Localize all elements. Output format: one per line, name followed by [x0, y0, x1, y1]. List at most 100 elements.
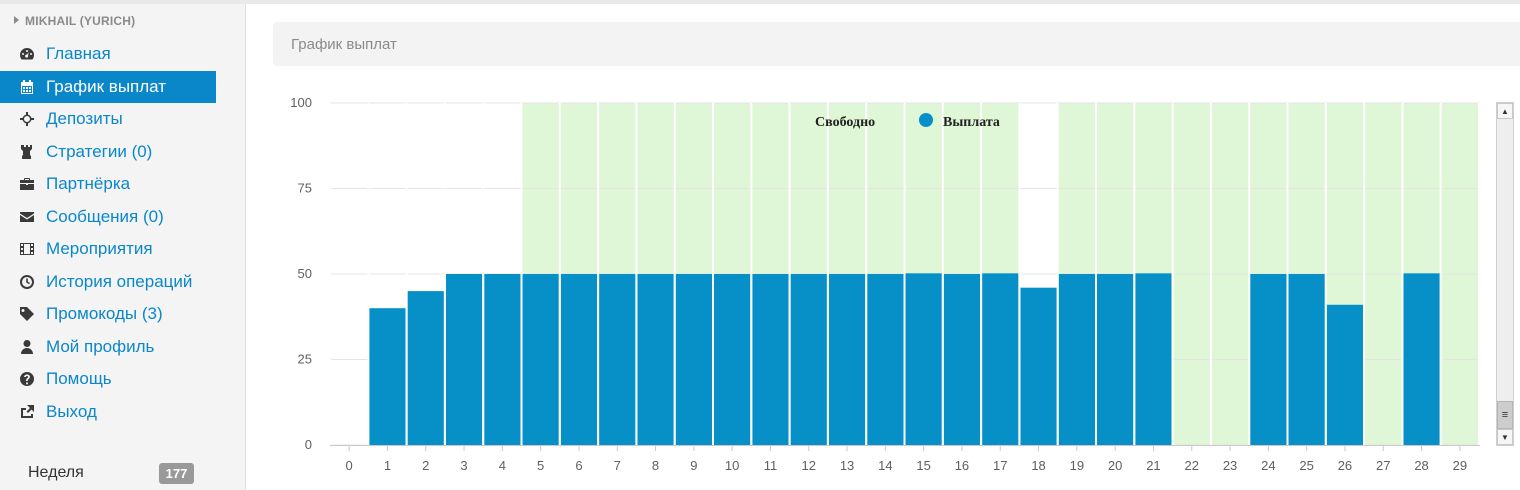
x-tick-label: 26: [1338, 458, 1352, 473]
sidebar-item-label: Главная: [46, 44, 111, 64]
payout-bar: [1288, 274, 1325, 445]
sidebar-item-5[interactable]: Сообщения (0): [0, 201, 216, 234]
user-name: MIKHAIL (YURICH): [25, 14, 136, 28]
payout-bar: [828, 274, 866, 445]
x-tick-label: 5: [537, 458, 544, 473]
payout-bar: [599, 274, 636, 445]
x-tick-label: 3: [460, 458, 467, 473]
sidebar-item-6[interactable]: Мероприятия: [0, 233, 216, 266]
sidebar-item-10[interactable]: Помощь: [0, 363, 216, 396]
payout-bar: [1326, 304, 1364, 445]
x-tick-label: 16: [955, 458, 969, 473]
crosshairs-icon: [18, 110, 36, 128]
payout-bar: [522, 274, 559, 445]
user-icon: [18, 338, 36, 356]
payout-bar: [867, 274, 904, 445]
sidebar-item-label: Мой профиль: [46, 336, 155, 356]
x-tick-label: 6: [575, 458, 582, 473]
scroll-down-button[interactable]: ▼: [1497, 429, 1513, 445]
envelope-icon: [18, 208, 36, 226]
payout-bar: [407, 291, 444, 445]
payout-bar: [675, 274, 712, 445]
x-tick-label: 8: [652, 458, 659, 473]
x-tick-label: 24: [1261, 458, 1275, 473]
payout-bar: [905, 273, 942, 445]
payout-bar: [484, 274, 521, 445]
tag-icon: [18, 305, 36, 323]
sidebar-item-label: Выход: [46, 401, 97, 421]
sidebar-menu: Главная График выплат Депозиты Стратегии (0…: [0, 38, 246, 428]
payout-bar: [1403, 273, 1440, 445]
film-icon: [18, 240, 36, 258]
payout-bar: [1058, 274, 1095, 445]
x-tick-label: 0: [346, 458, 353, 473]
legend-item-payout: Выплата: [943, 115, 1000, 130]
x-tick-label: 17: [993, 458, 1007, 473]
payout-bar: [790, 274, 827, 445]
y-tick-label: 75: [298, 181, 312, 196]
briefcase-icon: [18, 175, 36, 193]
x-tick-label: 27: [1376, 458, 1390, 473]
sidebar-item-9[interactable]: Мой профиль: [0, 331, 216, 364]
x-tick-label: 4: [499, 458, 506, 473]
x-tick-label: 20: [1108, 458, 1122, 473]
legend-item-free: Свободно: [815, 115, 875, 130]
x-tick-label: 11: [764, 458, 778, 473]
clock-icon: [18, 273, 36, 291]
payout-bar: [637, 274, 674, 445]
x-tick-label: 14: [878, 458, 892, 473]
sidebar-item-1[interactable]: График выплат: [0, 70, 216, 103]
question-circle-icon: [18, 370, 36, 388]
sidebar-item-label: Помощь: [46, 369, 112, 389]
payout-bar: [1020, 287, 1057, 445]
sidebar-item-11[interactable]: Выход: [0, 396, 216, 429]
x-tick-label: 28: [1414, 458, 1428, 473]
sidebar-item-0[interactable]: Главная: [0, 38, 216, 71]
scroll-up-button[interactable]: ▲: [1497, 103, 1513, 119]
week-label: Неделя: [28, 464, 84, 481]
share-square-icon: [18, 403, 36, 421]
x-tick-label: 19: [1070, 458, 1084, 473]
sidebar: MIKHAIL (YURICH) Главная График выплат Деп…: [0, 4, 246, 490]
sidebar-item-3[interactable]: Стратегии (0): [0, 136, 216, 169]
x-tick-label: 9: [690, 458, 697, 473]
sidebar-item-label: Промокоды (3): [46, 304, 163, 324]
x-tick-label: 22: [1185, 458, 1199, 473]
sidebar-item-label: Стратегии (0): [46, 141, 153, 161]
payout-bar: [369, 308, 406, 445]
legend-marker-payout: [919, 113, 933, 127]
sidebar-item-8[interactable]: Промокоды (3): [0, 298, 216, 331]
user-menu[interactable]: MIKHAIL (YURICH): [14, 14, 135, 28]
sidebar-item-label: График выплат: [46, 76, 167, 96]
sidebar-item-label: Депозиты: [46, 109, 123, 129]
x-tick-label: 21: [1146, 458, 1160, 473]
scroll-thumb[interactable]: ≡: [1497, 401, 1513, 429]
sidebar-item-7[interactable]: История операций: [0, 266, 216, 299]
x-tick-label: 7: [614, 458, 621, 473]
payout-bar: [445, 274, 483, 445]
y-tick-label: 50: [298, 266, 312, 281]
payout-bar: [560, 274, 598, 445]
x-tick-label: 2: [422, 458, 429, 473]
sidebar-item-label: История операций: [46, 271, 193, 291]
page-title-bar: График выплат: [273, 22, 1520, 66]
payout-bar: [943, 274, 981, 445]
y-tick-label: 100: [290, 95, 312, 110]
sidebar-item-2[interactable]: Депозиты: [0, 103, 216, 136]
x-tick-label: 10: [725, 458, 739, 473]
sidebar-item-4[interactable]: Партнёрка: [0, 168, 216, 201]
x-tick-label: 1: [384, 458, 391, 473]
sidebar-item-label: Партнёрка: [46, 174, 131, 194]
payout-bar: [714, 274, 751, 445]
calendar-icon: [18, 78, 36, 96]
chart-scrollbar[interactable]: ▲ ≡ ▼: [1496, 102, 1514, 446]
x-tick-label: 15: [916, 458, 930, 473]
caret-right-icon: [14, 16, 19, 24]
page-title: График выплат: [291, 36, 397, 53]
top-border: [0, 0, 1520, 4]
x-tick-label: 23: [1223, 458, 1237, 473]
chess-rook-icon: [18, 143, 36, 161]
x-tick-label: 12: [802, 458, 816, 473]
x-tick-label: 29: [1453, 458, 1467, 473]
